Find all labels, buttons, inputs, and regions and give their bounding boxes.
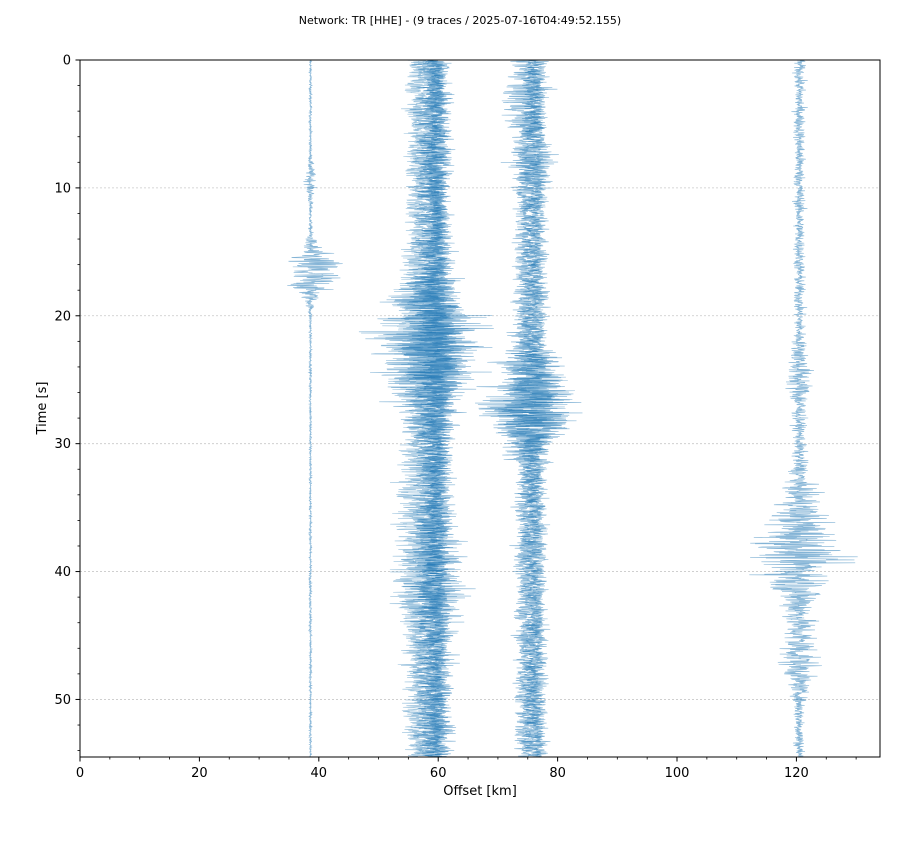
seismic-trace <box>749 59 858 758</box>
seismic-trace <box>497 59 577 758</box>
plot-frame <box>79 59 881 758</box>
x-tick-label: 0 <box>76 766 84 781</box>
chart-title: Network: TR [HHE] - (9 traces / 2025-07-… <box>299 14 621 27</box>
seismic-trace <box>287 59 343 758</box>
y-tick-label: 50 <box>54 693 71 708</box>
x-axis-label: Offset [km] <box>443 784 517 799</box>
seismic-trace <box>390 59 476 758</box>
y-tick-label: 10 <box>54 181 71 196</box>
grid-layer <box>80 187 880 700</box>
y-tick-label: 40 <box>54 565 71 580</box>
x-axis: 0 20 40 60 80 100 120 <box>76 757 857 781</box>
x-tick-label: 40 <box>311 766 328 781</box>
y-tick-label: 20 <box>54 309 71 324</box>
x-tick-label: 60 <box>430 766 447 781</box>
seismic-trace <box>406 59 479 758</box>
trace-layer <box>287 59 858 758</box>
y-axis-label: Time [s] <box>35 382 50 436</box>
seismic-trace <box>475 59 572 758</box>
x-tick-label: 80 <box>549 766 566 781</box>
x-tick-label: 20 <box>191 766 208 781</box>
y-axis: 0 10 20 30 40 50 <box>54 54 80 752</box>
y-tick-label: 0 <box>63 54 71 69</box>
x-tick-label: 100 <box>665 766 690 781</box>
y-tick-label: 30 <box>54 437 71 452</box>
x-tick-label: 120 <box>784 766 809 781</box>
